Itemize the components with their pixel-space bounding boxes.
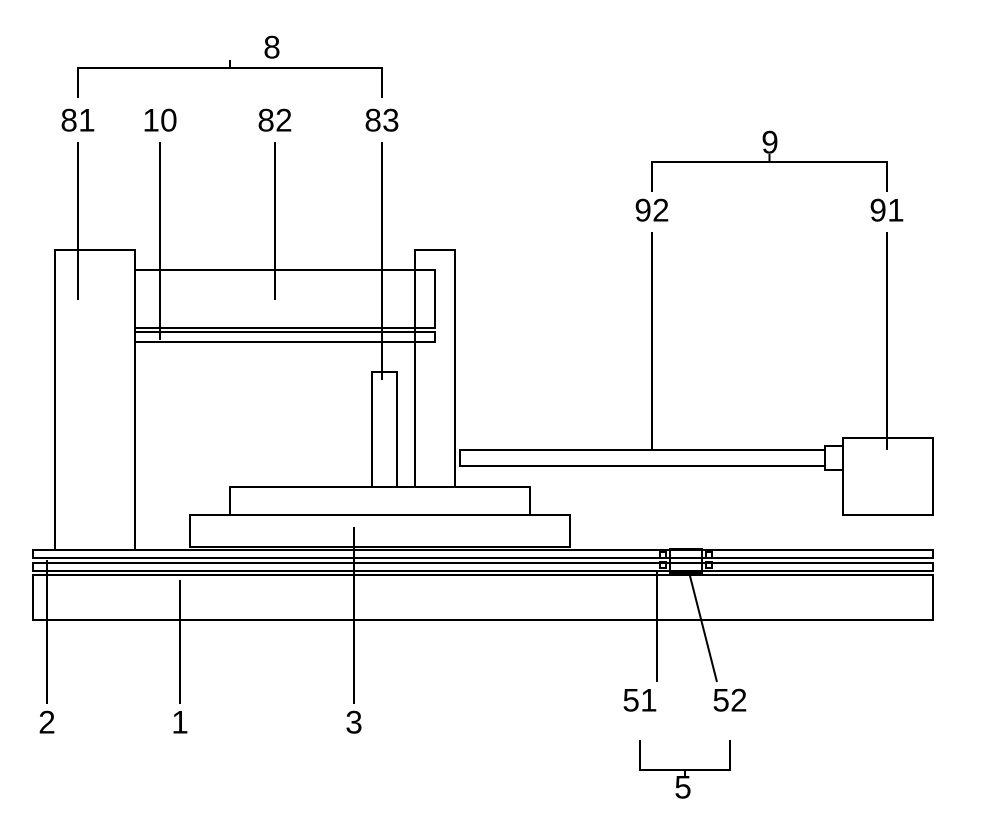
part-nub-51-d: [706, 562, 712, 568]
part-rod-92-end: [825, 446, 843, 470]
label-n91: 91: [869, 192, 905, 228]
label-n9: 9: [761, 124, 779, 160]
label-n3: 3: [345, 704, 363, 740]
part-rail-top-2: [33, 550, 933, 558]
label-n51: 51: [622, 682, 658, 718]
part-nub-51-c: [706, 552, 712, 558]
label-n8: 8: [263, 29, 281, 65]
part-bar-10: [135, 332, 435, 342]
label-n5: 5: [674, 769, 692, 805]
part-nub-51-a: [660, 552, 666, 558]
part-base-1: [33, 575, 933, 620]
label-n10: 10: [142, 102, 178, 138]
part-plate-3: [190, 515, 570, 547]
part-post-83: [372, 372, 397, 487]
label-n52: 52: [712, 682, 748, 718]
part-beam-82: [135, 270, 435, 328]
leader-52: [689, 572, 717, 682]
part-rod-92: [460, 450, 825, 466]
part-nub-51-b: [660, 562, 666, 568]
part-plate-top: [230, 487, 530, 515]
bracket-9: [652, 162, 887, 192]
part-rail-bot-2: [33, 563, 933, 571]
label-n92: 92: [634, 192, 670, 228]
label-n81: 81: [60, 102, 96, 138]
label-n2: 2: [38, 704, 56, 740]
bracket-8: [78, 68, 382, 98]
bracket-5: [640, 740, 730, 770]
label-n83: 83: [364, 102, 400, 138]
part-post-81: [55, 250, 135, 550]
label-n82: 82: [257, 102, 293, 138]
label-n1: 1: [171, 704, 189, 740]
mechanical-diagram: 8 81 10 82 83 9 92 91 2 1 3 51 52 5: [0, 0, 1000, 831]
part-clamp-52: [670, 549, 702, 573]
